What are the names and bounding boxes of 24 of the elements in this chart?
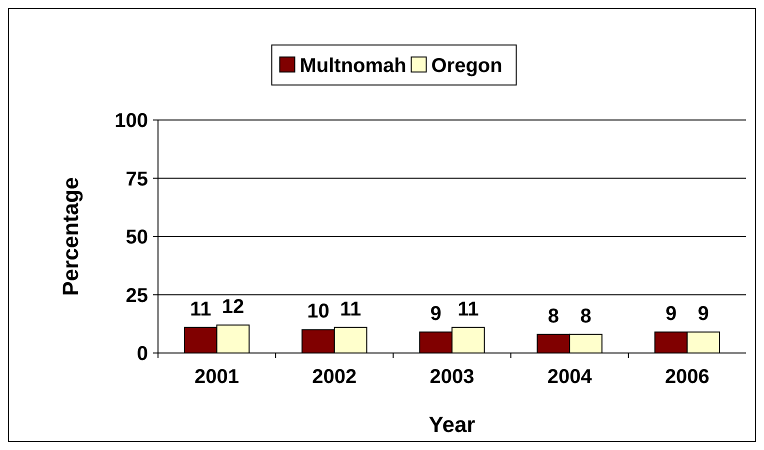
data-label: 10 [307, 300, 330, 323]
x-tick-label: 2001 [194, 366, 240, 388]
data-label: 9 [665, 303, 677, 326]
x-tick-label: 2004 [547, 366, 593, 388]
y-tick-label: 0 [136, 343, 148, 365]
legend-label: Oregon [431, 55, 502, 77]
data-label: 11 [458, 298, 479, 320]
x-tick-label: 2002 [312, 366, 357, 388]
data-label: 9 [698, 303, 709, 326]
y-tick-label: 25 [126, 284, 148, 307]
x-tick-label: 2003 [430, 366, 474, 388]
data-label: 12 [222, 296, 244, 318]
y-tick-label: 75 [126, 168, 148, 190]
legend-label: Multnomah [300, 55, 406, 77]
y-tick-label: 100 [114, 110, 148, 132]
data-label: 8 [548, 305, 559, 328]
y-tick-label: 50 [126, 226, 148, 248]
data-label: 8 [580, 305, 592, 328]
data-label: 11 [190, 298, 212, 320]
x-tick-label: 2006 [664, 366, 710, 388]
data-label: 11 [340, 298, 362, 320]
data-label: 9 [430, 303, 442, 326]
x-axis-title: Year [428, 412, 476, 437]
y-axis-title: Percentage [58, 177, 83, 296]
